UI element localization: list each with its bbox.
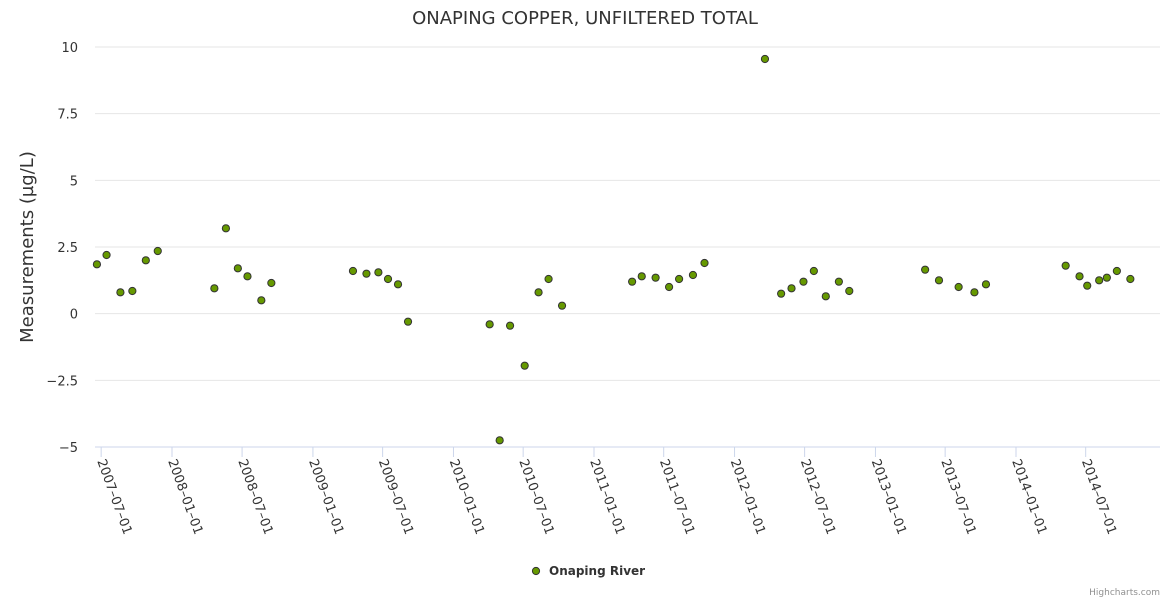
data-point[interactable] — [954, 282, 963, 292]
data-point[interactable] — [362, 269, 371, 278]
data-point[interactable] — [760, 54, 770, 64]
data-point[interactable] — [628, 277, 637, 286]
y-axis-ticks: 10 7.5 5 2.5 0 −2.5 −5 — [46, 41, 78, 456]
x-tick-label: 2012–07–01 — [797, 457, 838, 537]
y-tick-label: 0 — [70, 308, 78, 323]
credits-link[interactable]: Highcharts.com — [1089, 588, 1160, 598]
x-tick-label: 2008–07–01 — [234, 457, 275, 537]
x-tick-label: 2009–07–01 — [375, 457, 416, 537]
x-tick-label: 2010–01–01 — [446, 457, 487, 537]
data-point[interactable] — [777, 289, 786, 298]
data-point[interactable] — [210, 284, 219, 293]
data-point[interactable] — [1095, 276, 1104, 285]
data-point[interactable] — [799, 277, 808, 286]
x-tick-label: 2011–07–01 — [656, 457, 697, 537]
data-point[interactable] — [374, 268, 383, 277]
x-axis-ticks: 2007–07–01 2008–01–01 2008–07–01 2009–01–01… — [93, 447, 1119, 537]
data-point[interactable] — [544, 274, 553, 284]
data-point[interactable] — [141, 256, 150, 265]
data-point[interactable] — [520, 361, 529, 370]
data-point[interactable] — [664, 282, 674, 292]
x-tick-label: 2014–01–01 — [1008, 457, 1049, 537]
data-point[interactable] — [688, 270, 698, 280]
data-point[interactable] — [116, 288, 125, 297]
x-tick-label: 2014–07–01 — [1078, 457, 1119, 537]
data-point[interactable] — [821, 292, 830, 301]
data-point[interactable] — [403, 317, 413, 326]
series-onaping-river — [92, 54, 1135, 445]
y-tick-label: 10 — [61, 41, 78, 56]
data-point[interactable] — [981, 280, 991, 289]
data-point[interactable] — [834, 277, 843, 286]
data-point[interactable] — [1075, 272, 1084, 281]
data-point[interactable] — [534, 288, 543, 297]
y-axis-title: Measurements (µg/L) — [17, 151, 38, 343]
data-point[interactable] — [233, 264, 242, 273]
data-point[interactable] — [1126, 274, 1135, 284]
x-tick-label: 2010–07–01 — [515, 457, 556, 537]
legend-item-onaping-river[interactable]: Onaping River — [531, 564, 645, 578]
legend-label: Onaping River — [549, 564, 645, 578]
data-point[interactable] — [257, 296, 266, 305]
data-point[interactable] — [637, 272, 646, 281]
data-point[interactable] — [970, 288, 979, 297]
data-point[interactable] — [674, 274, 684, 284]
x-tick-label: 2013–01–01 — [868, 457, 909, 537]
data-point[interactable] — [485, 320, 494, 329]
data-point[interactable] — [153, 246, 162, 256]
y-tick-label: −2.5 — [46, 374, 78, 389]
x-tick-label: 2011–01–01 — [586, 457, 627, 537]
grid-lines — [95, 46, 1160, 381]
data-point[interactable] — [845, 286, 854, 296]
data-point[interactable] — [700, 258, 709, 268]
x-tick-label: 2008–01–01 — [164, 457, 205, 537]
data-point[interactable] — [787, 284, 796, 293]
data-point[interactable] — [383, 274, 393, 284]
data-point[interactable] — [393, 280, 403, 289]
data-point[interactable] — [557, 301, 567, 310]
data-point[interactable] — [92, 260, 102, 269]
y-tick-label: 2.5 — [57, 241, 78, 256]
data-point[interactable] — [1112, 266, 1121, 276]
y-tick-label: 5 — [70, 174, 78, 189]
y-tick-label: −5 — [59, 441, 78, 456]
data-point[interactable] — [221, 224, 231, 233]
x-tick-label: 2009–01–01 — [305, 457, 346, 537]
x-tick-label: 2012–01–01 — [727, 457, 768, 537]
data-point[interactable] — [102, 250, 111, 260]
legend-marker — [531, 566, 541, 576]
data-point[interactable] — [128, 286, 137, 296]
x-tick-label: 2013–07–01 — [937, 457, 978, 537]
data-point[interactable] — [495, 436, 504, 445]
data-point[interactable] — [1061, 261, 1070, 270]
data-point[interactable] — [651, 273, 660, 282]
data-point[interactable] — [1083, 281, 1092, 290]
chart-title: ONAPING COPPER, UNFILTERED TOTAL — [412, 8, 758, 29]
y-tick-label: 7.5 — [57, 108, 78, 123]
data-point[interactable] — [934, 276, 944, 285]
data-point[interactable] — [348, 266, 358, 276]
data-point[interactable] — [267, 278, 276, 288]
x-tick-label: 2007–07–01 — [93, 457, 134, 537]
data-point[interactable] — [243, 272, 252, 281]
data-point[interactable] — [921, 265, 930, 274]
data-point[interactable] — [505, 321, 515, 330]
data-point[interactable] — [1102, 273, 1111, 282]
data-point[interactable] — [809, 266, 818, 276]
